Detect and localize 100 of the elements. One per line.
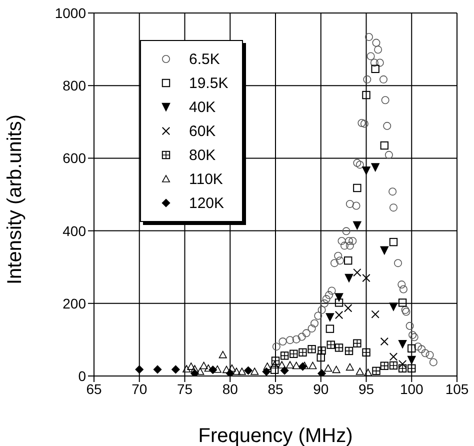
point <box>226 369 234 376</box>
point <box>316 353 325 362</box>
point <box>324 364 332 372</box>
point <box>346 363 354 371</box>
legend-label: 19.5K <box>189 74 228 92</box>
point <box>362 348 370 357</box>
point <box>356 160 364 169</box>
point <box>384 150 393 159</box>
point <box>408 356 416 364</box>
point <box>330 259 338 268</box>
point <box>342 227 350 236</box>
point <box>334 293 344 302</box>
point <box>172 365 180 374</box>
x-tick-label: 100 <box>400 380 424 397</box>
point <box>364 368 372 376</box>
x-tick-label: 90 <box>313 380 329 397</box>
legend-label: 80K <box>189 146 216 164</box>
point <box>364 32 373 41</box>
point <box>318 306 326 314</box>
point <box>218 350 227 358</box>
point <box>363 75 372 84</box>
point <box>371 310 380 318</box>
point <box>394 259 402 268</box>
point <box>213 365 222 373</box>
point <box>348 236 357 245</box>
legend-label: 110K <box>189 170 223 188</box>
point <box>286 361 294 368</box>
point <box>362 166 370 175</box>
point <box>344 256 352 265</box>
point <box>360 120 368 128</box>
point <box>379 75 388 84</box>
point <box>408 330 417 339</box>
point <box>362 274 370 282</box>
point <box>388 188 397 196</box>
point <box>362 90 370 100</box>
x-tick-label: 65 <box>86 380 102 397</box>
point <box>366 52 375 60</box>
point <box>336 256 344 265</box>
point <box>286 336 294 344</box>
point <box>356 368 364 375</box>
point <box>308 362 317 370</box>
legend-label: 6.5K <box>189 50 220 68</box>
point <box>389 238 398 246</box>
point <box>270 361 279 368</box>
point <box>250 368 259 375</box>
point <box>271 356 280 365</box>
point <box>338 236 346 245</box>
point <box>262 368 271 376</box>
point <box>318 346 326 355</box>
point <box>308 324 316 332</box>
point <box>302 329 310 338</box>
point <box>320 299 329 308</box>
point <box>334 298 344 307</box>
point <box>401 306 410 314</box>
point <box>326 324 334 333</box>
point <box>408 364 416 372</box>
point <box>153 365 162 374</box>
point <box>292 362 300 370</box>
legend-label: 60K <box>189 122 216 140</box>
point <box>314 312 322 320</box>
point <box>389 361 398 370</box>
point <box>135 365 144 374</box>
point <box>376 58 384 67</box>
point <box>380 362 388 370</box>
point <box>371 163 380 172</box>
x-tick-label: 85 <box>268 380 284 397</box>
x-tick-label: 95 <box>358 380 374 397</box>
point <box>408 344 416 353</box>
point <box>426 350 434 359</box>
point <box>308 345 316 354</box>
point <box>358 118 366 127</box>
point <box>346 200 354 208</box>
point <box>190 365 199 372</box>
point <box>380 337 388 346</box>
y-tick-label: 400 <box>62 222 86 239</box>
point <box>353 268 362 277</box>
point <box>238 368 246 375</box>
point <box>272 342 280 351</box>
point <box>398 298 407 307</box>
point <box>244 366 252 375</box>
point <box>344 304 352 312</box>
point <box>208 366 217 374</box>
point <box>410 333 418 342</box>
point <box>398 280 406 289</box>
y-axis-title: Intensity (arb.units) <box>4 114 26 284</box>
point <box>398 360 407 368</box>
point <box>300 362 309 370</box>
point <box>353 184 362 192</box>
x-axis-title: Frequency (MHz) <box>198 425 353 446</box>
point <box>352 202 360 210</box>
point <box>334 310 344 320</box>
point <box>421 349 430 358</box>
point <box>280 366 289 375</box>
point <box>429 358 438 366</box>
point <box>263 362 272 370</box>
point <box>334 344 344 352</box>
point <box>344 274 354 282</box>
point <box>298 348 307 357</box>
x-tick-label: 80 <box>222 380 238 397</box>
point <box>370 58 378 67</box>
